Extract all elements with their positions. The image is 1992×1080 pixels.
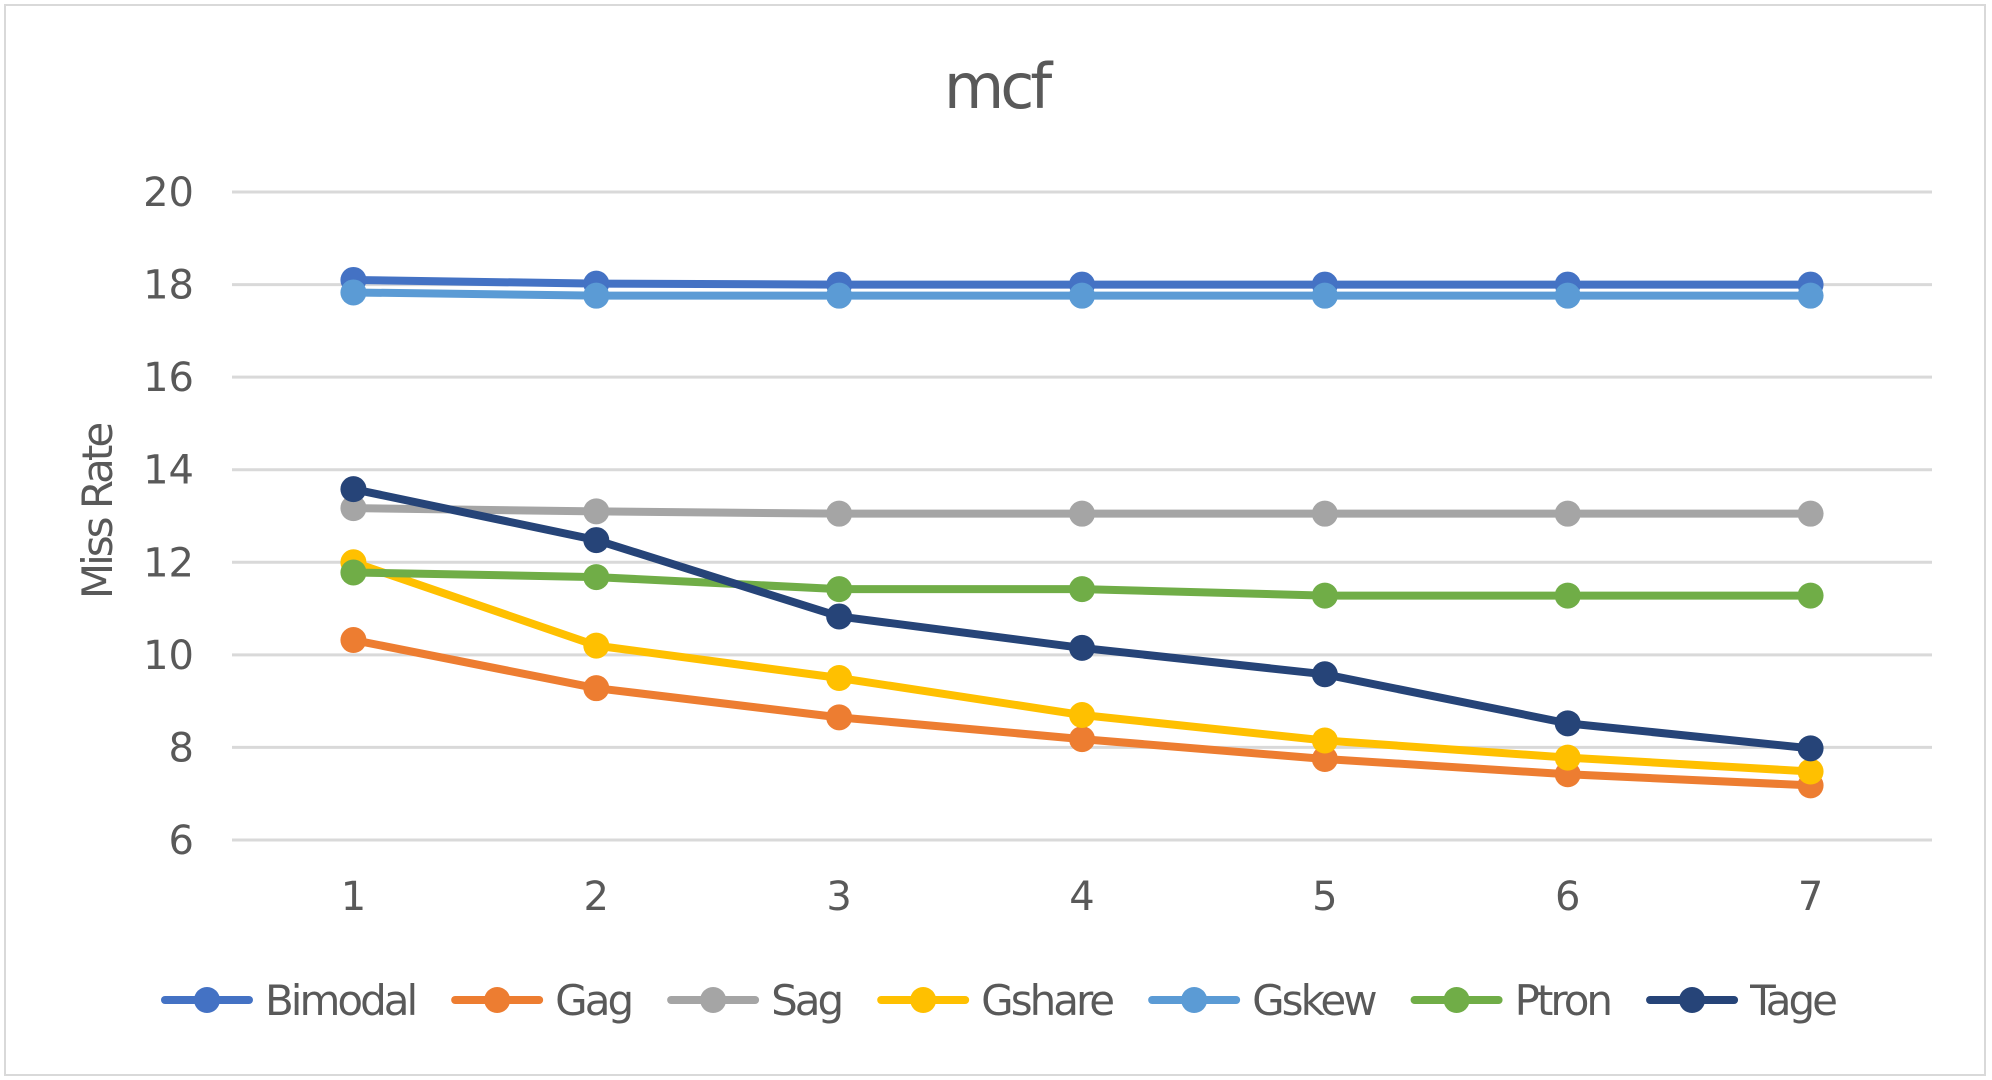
data-point (826, 282, 853, 309)
data-point (583, 675, 610, 702)
x-tick-label: 7 (1798, 874, 1823, 920)
x-tick-label: 5 (1312, 874, 1337, 920)
legend: Bimodal Gag Sag Gshare Gskew Ptron Tage (160, 976, 1839, 1025)
legend-item-gshare: Gshare (877, 976, 1116, 1025)
data-point (1554, 282, 1581, 309)
data-point (1311, 282, 1338, 309)
data-point (340, 279, 367, 306)
y-tick-label: 14 (143, 448, 194, 494)
data-point (1069, 576, 1095, 603)
data-point (583, 527, 610, 554)
data-point (1069, 634, 1095, 661)
data-point (826, 704, 853, 731)
data-point (1797, 282, 1824, 309)
legend-swatch-marker (484, 987, 511, 1013)
y-tick-label: 8 (169, 725, 194, 771)
data-point (826, 603, 853, 630)
data-point (1554, 500, 1581, 527)
data-point (1554, 744, 1581, 771)
data-point (826, 500, 853, 527)
legend-item-gag: Gag (451, 976, 634, 1025)
legend-label: Sag (771, 976, 841, 1025)
y-tick-label: 18 (143, 263, 194, 309)
data-point (1797, 582, 1824, 609)
series-lines (340, 266, 1824, 799)
data-point (583, 632, 610, 659)
data-point (1311, 582, 1338, 609)
y-tick-label: 6 (169, 818, 194, 864)
data-point (826, 576, 853, 603)
data-point (1554, 582, 1581, 609)
legend-swatch-marker (910, 987, 937, 1013)
x-tick-label: 4 (1069, 874, 1094, 920)
series-ptron (340, 559, 1824, 609)
legend-label: Bimodal (265, 976, 415, 1025)
chart-title: mcf (944, 50, 1054, 123)
legend-swatch-marker (1679, 987, 1706, 1013)
legend-item-ptron: Ptron (1410, 976, 1613, 1025)
legend-label: Gag (555, 976, 631, 1025)
data-point (1069, 726, 1095, 753)
data-point (1311, 746, 1338, 772)
y-tick-label: 16 (143, 355, 194, 401)
data-point (1069, 702, 1095, 729)
legend-label: Gskew (1252, 976, 1376, 1025)
legend-label: Tage (1749, 976, 1836, 1025)
data-point (1069, 282, 1095, 309)
legend-swatch-marker (193, 987, 220, 1013)
y-tick-label: 12 (143, 540, 194, 586)
data-point (340, 627, 367, 654)
data-point (1311, 500, 1338, 527)
series-gskew (340, 279, 1824, 309)
legend-label: Gshare (981, 976, 1113, 1025)
x-tick-label: 1 (341, 874, 366, 920)
series-gshare (340, 549, 1824, 785)
data-point (1554, 710, 1581, 737)
data-point (1311, 727, 1338, 754)
x-tick-label: 6 (1555, 874, 1580, 920)
y-tick-label: 20 (143, 170, 194, 216)
series-gag (340, 627, 1824, 799)
x-tick-label: 2 (584, 874, 609, 920)
legend-swatch-marker (1181, 987, 1208, 1013)
chart-area (4, 4, 1986, 1076)
data-point (1069, 500, 1095, 527)
data-point (340, 476, 367, 503)
legend-swatch-marker (700, 987, 727, 1013)
data-point (1797, 735, 1824, 762)
y-axis-ticks: 6 8 10 12 14 16 18 20 (143, 170, 194, 864)
legend-label: Ptron (1515, 976, 1611, 1025)
legend-swatch-marker (1443, 987, 1470, 1013)
series-tage (340, 476, 1824, 762)
legend-item-bimodal: Bimodal (160, 976, 418, 1025)
data-point (1311, 661, 1338, 688)
data-point (1797, 758, 1824, 785)
x-axis-ticks: 1 2 3 4 5 6 7 (341, 874, 1824, 920)
data-point (583, 282, 610, 309)
x-tick-label: 3 (826, 874, 851, 920)
data-point (340, 495, 367, 522)
data-point (340, 559, 367, 586)
legend-item-tage: Tage (1646, 976, 1839, 1025)
legend-item-sag: Sag (667, 976, 844, 1025)
y-tick-label: 10 (143, 633, 194, 679)
y-axis-label: Miss Rate (73, 424, 122, 599)
data-point (826, 665, 853, 691)
data-point (583, 564, 610, 591)
legend-item-gskew: Gskew (1148, 976, 1379, 1025)
series-sag (340, 495, 1824, 527)
data-point (583, 498, 610, 525)
data-point (1797, 500, 1824, 527)
